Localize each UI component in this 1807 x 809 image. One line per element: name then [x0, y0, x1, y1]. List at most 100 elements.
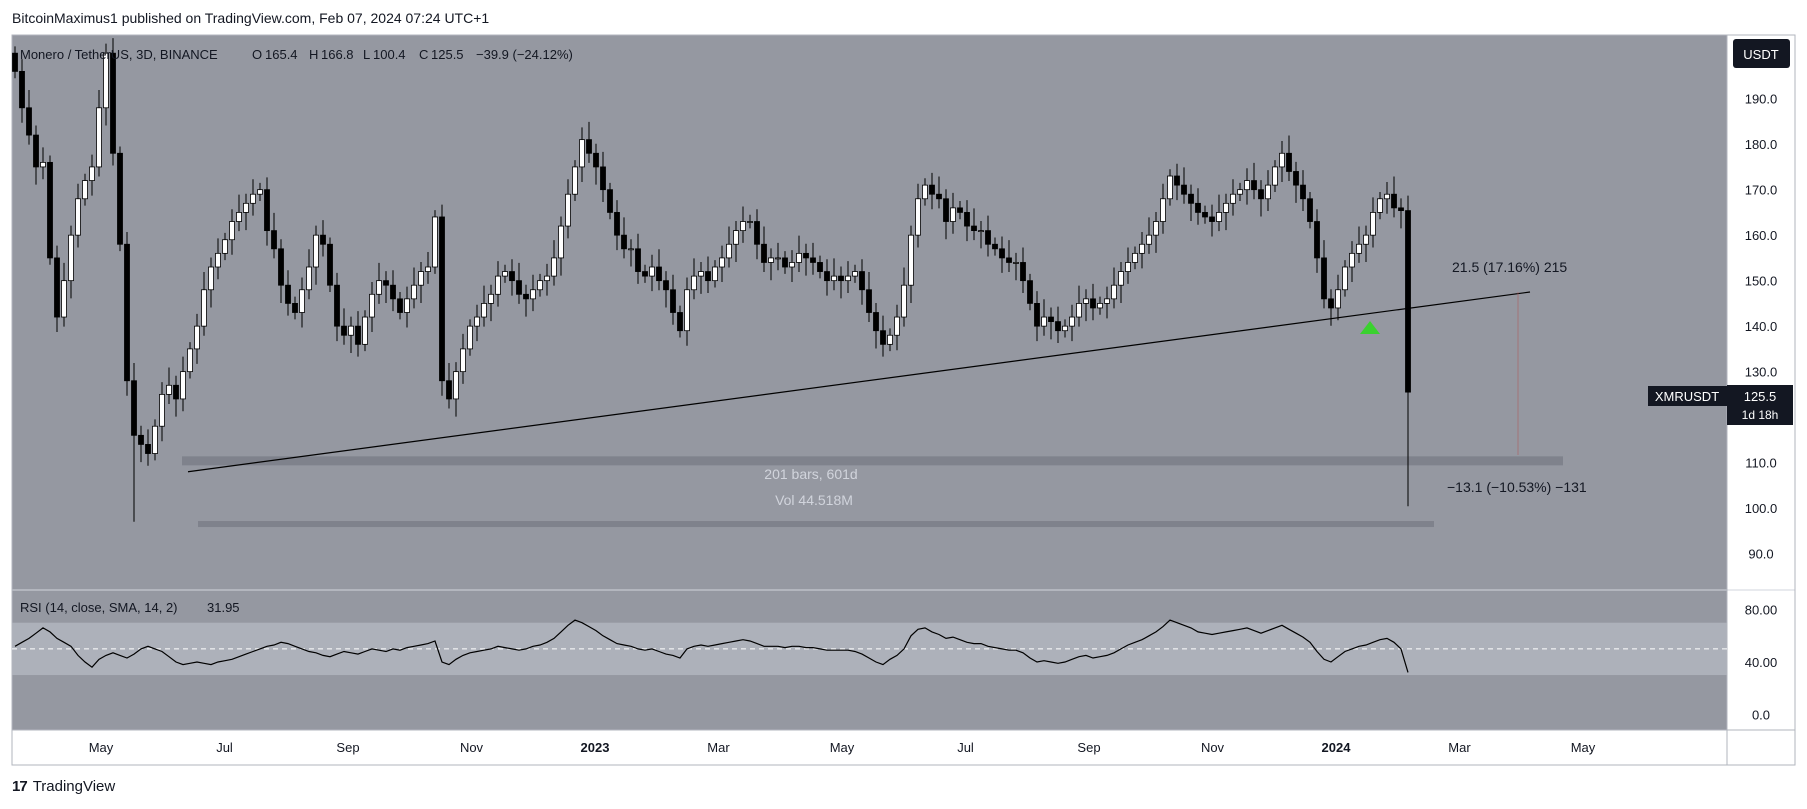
candle [159, 382, 165, 442]
candle [628, 239, 634, 267]
candle [117, 146, 123, 252]
candle [607, 182, 613, 220]
candle [1244, 168, 1250, 205]
candle [1349, 241, 1355, 283]
green-triangle-marker [1360, 321, 1380, 334]
price-tick-label: 180.0 [1745, 137, 1778, 152]
candle [1391, 176, 1397, 218]
candle [558, 216, 564, 276]
candle [383, 271, 389, 303]
time-tick-label: May [89, 740, 114, 755]
candle [40, 147, 46, 180]
candle [565, 179, 571, 239]
time-tick-label: Mar [707, 740, 730, 755]
ohlc-close-value: 125.5 [431, 47, 464, 62]
support-band-lower [198, 521, 1434, 528]
candle [19, 59, 25, 123]
candle [824, 259, 830, 296]
candle [677, 305, 683, 338]
candle [278, 239, 284, 303]
time-axis[interactable] [12, 730, 1727, 765]
candle [75, 183, 81, 248]
candle [390, 270, 396, 312]
candle [1272, 160, 1278, 192]
candle [761, 226, 767, 273]
rsi-tick-label: 80.00 [1745, 603, 1778, 618]
candle [348, 316, 354, 353]
time-tick-label: Nov [1201, 740, 1225, 755]
candle [726, 226, 732, 268]
tradingview-brand: TradingView [32, 778, 116, 795]
candle [1027, 273, 1033, 311]
candle [873, 302, 879, 349]
candle [173, 375, 179, 417]
candle [1328, 289, 1334, 326]
time-tick-label: 2024 [1322, 740, 1352, 755]
candle [845, 261, 851, 293]
candle [733, 221, 739, 263]
candle [1118, 262, 1124, 303]
candle [887, 328, 893, 352]
candle [292, 296, 298, 320]
candle [215, 238, 221, 280]
candle [131, 362, 137, 522]
price-tick-label: 140.0 [1745, 319, 1778, 334]
candle [124, 231, 130, 396]
candle [740, 206, 746, 243]
candle [656, 249, 662, 291]
chart-canvas[interactable]: Monero / TetherUS, 3D, BINANCE O 165.4 H… [0, 0, 1807, 772]
candle [712, 260, 718, 288]
candle [810, 242, 816, 275]
candle [1370, 197, 1376, 248]
candle [950, 192, 956, 234]
candle [1090, 283, 1096, 321]
candle [369, 282, 375, 333]
candle [775, 242, 781, 271]
candle [572, 160, 578, 202]
candle [544, 263, 550, 296]
candle [1363, 225, 1369, 263]
candle [537, 273, 543, 297]
candle [229, 209, 235, 255]
ohlc-high-value: 166.8 [321, 47, 354, 62]
price-axis[interactable] [1727, 35, 1795, 730]
candle [1146, 217, 1152, 254]
price-tick-label: 190.0 [1745, 92, 1778, 107]
candle [166, 367, 172, 404]
candle [82, 173, 88, 206]
candle [152, 419, 158, 461]
ascending-trendline[interactable] [187, 291, 1531, 473]
ohlc-low-value: 100.4 [373, 47, 406, 62]
candle [488, 284, 494, 322]
candle [985, 215, 991, 257]
candle [754, 209, 760, 260]
rsi-line [14, 619, 1409, 673]
price-tick-label: 110.0 [1745, 456, 1777, 471]
range-vol-text: Vol 44.518M [775, 492, 853, 508]
candle [621, 217, 627, 259]
candle [1216, 194, 1222, 232]
candle [670, 274, 676, 325]
candle [1314, 209, 1320, 273]
publish-info: BitcoinMaximus1 published on TradingView… [12, 10, 490, 26]
rsi-value: 31.95 [207, 600, 240, 615]
candle [1062, 319, 1068, 338]
candle [1237, 182, 1243, 202]
candle [579, 127, 585, 182]
candle [1209, 204, 1215, 237]
candle [1279, 140, 1285, 182]
candle [1405, 195, 1411, 507]
candle [1181, 167, 1187, 204]
candle [782, 251, 788, 274]
candle [68, 225, 74, 299]
candle [1076, 285, 1082, 327]
candle [1398, 198, 1404, 229]
candle [516, 262, 522, 304]
candle [1195, 188, 1201, 225]
measure-down-text: −13.1 (−10.53%) −131 [1447, 479, 1587, 495]
candle [341, 308, 347, 345]
time-tick-label: Sep [336, 740, 359, 755]
candle [33, 125, 39, 185]
currency-button[interactable] [1733, 39, 1790, 68]
currency-label: USDT [1743, 47, 1778, 62]
